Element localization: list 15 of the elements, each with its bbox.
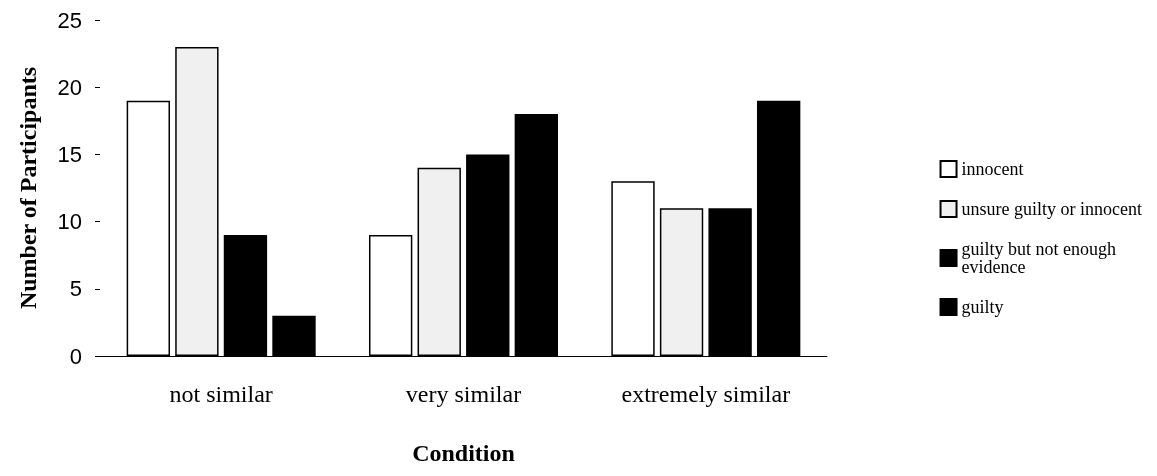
x-tick-label: extremely similar [621,381,791,407]
y-axis-title: Number of Participants [15,66,41,310]
y-tick-label: 25 [57,7,82,33]
x-axis-title: Condition [412,440,515,466]
legend-label: innocent [961,159,1024,179]
y-tick-label: 5 [69,276,82,302]
y-tick-label: 0 [69,343,82,369]
x-tick-label: not similar [169,381,273,407]
legend-label: unsure guilty or innocent [961,199,1142,219]
y-tick-label: 15 [57,141,82,167]
y-tick-label: 10 [57,209,82,235]
legend-label: guilty [961,297,1004,317]
x-tick-label: very similar [405,381,522,407]
legend-label: guilty but not enough evidence [961,239,1121,277]
y-tick-label: 20 [57,74,82,100]
